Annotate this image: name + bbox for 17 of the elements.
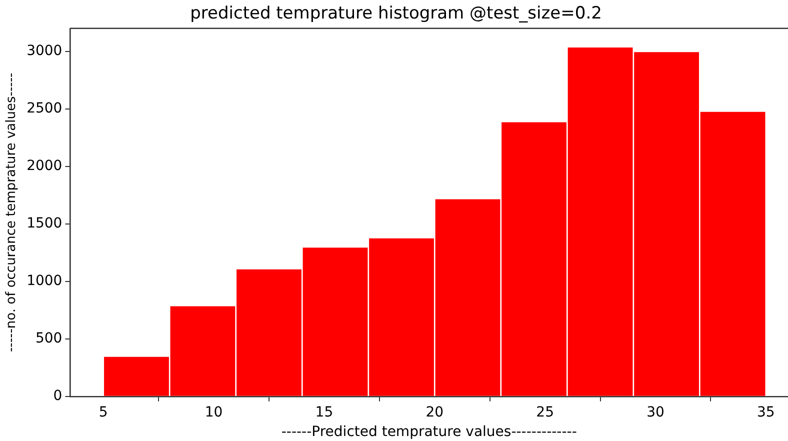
y-tick-label: 1000 [26, 273, 62, 290]
y-tick-label: 2000 [26, 158, 62, 174]
y-axis-title: -----no. of occurance temprature values----- [4, 72, 20, 352]
x-tick-label: 25 [536, 404, 554, 420]
x-tick-label: 20 [426, 404, 444, 420]
y-tick-label: 3000 [26, 43, 62, 60]
y-tick-label: 1500 [26, 216, 62, 232]
x-tick-label: 30 [646, 404, 664, 420]
x-tick-label: 5 [98, 404, 108, 420]
y-tick-label: 500 [35, 330, 62, 347]
chart-title: predicted temprature histogram @test_size=0.2 [190, 4, 602, 24]
y-tick-label: 0 [53, 388, 62, 404]
x-axis-title: ------Predicted temprature values------------- [281, 424, 577, 440]
x-tick-label: 10 [204, 404, 223, 420]
x-tick-label: 15 [315, 404, 334, 420]
x-tick-label: 35 [757, 404, 775, 420]
y-tick-label: 2500 [26, 100, 62, 117]
